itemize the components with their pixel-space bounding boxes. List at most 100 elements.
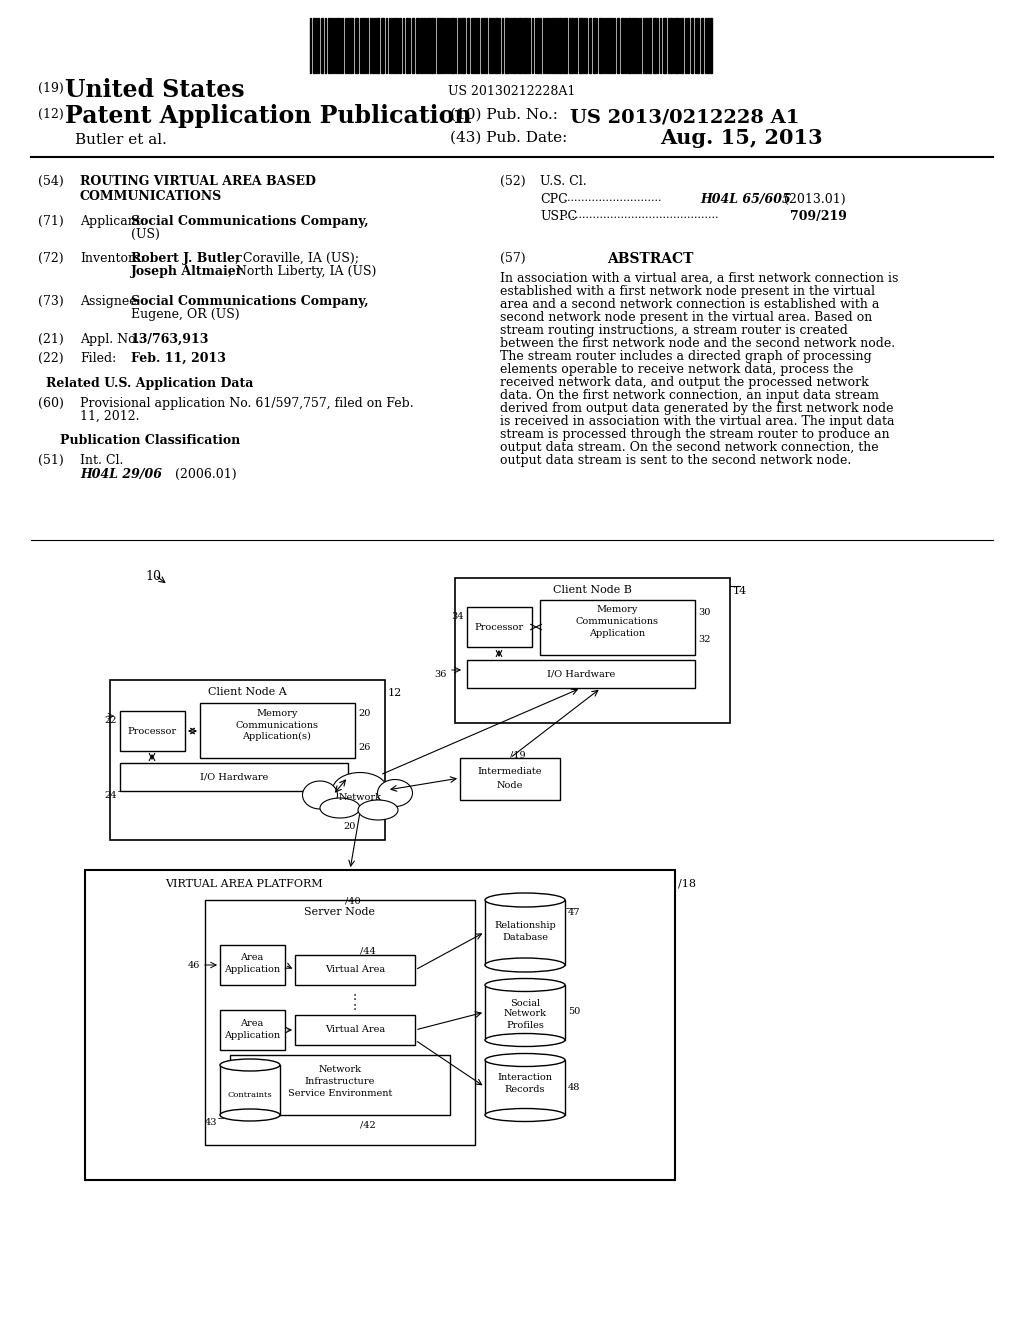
Text: output data stream. On the second network connection, the: output data stream. On the second networ… [500, 441, 879, 454]
Bar [485, 985, 565, 1040]
Bar [200, 704, 355, 758]
Text: Applicant:: Applicant: [80, 215, 148, 228]
Text: /40: /40 [345, 898, 360, 906]
Text: 30: 30 [698, 609, 711, 616]
Text: 12: 12 [388, 688, 402, 698]
Text: /42: /42 [360, 1119, 376, 1129]
Text: /18: /18 [678, 878, 696, 888]
Bar [632, 18, 634, 73]
Bar [621, 18, 623, 73]
Text: Social Communications Company,: Social Communications Company, [131, 215, 369, 228]
Text: US 20130212228A1: US 20130212228A1 [449, 84, 575, 98]
Text: U.S. Cl.: U.S. Cl. [540, 176, 587, 187]
Text: between the first network node and the second network node.: between the first network node and the s… [500, 337, 895, 350]
Text: (19): (19) [38, 82, 63, 95]
Text: 43: 43 [205, 1118, 217, 1127]
Text: Infrastructure: Infrastructure [305, 1077, 375, 1086]
Text: is received in association with the virtual area. The input data: is received in association with the virt… [500, 414, 895, 428]
Text: Client Node B: Client Node B [553, 585, 632, 595]
Text: I/O Hardware: I/O Hardware [200, 772, 268, 781]
Ellipse shape [485, 1109, 565, 1122]
Text: 11, 2012.: 11, 2012. [80, 411, 139, 422]
Text: (72): (72) [38, 252, 63, 265]
Ellipse shape [485, 958, 565, 972]
Text: :: : [353, 1001, 357, 1014]
Text: output data stream is sent to the second network node.: output data stream is sent to the second… [500, 454, 851, 467]
Text: ............................................: ........................................… [561, 210, 722, 220]
Bar [230, 1055, 450, 1115]
Text: (12): (12) [38, 108, 63, 121]
Text: 709/219: 709/219 [790, 210, 847, 223]
Text: (51): (51) [38, 454, 63, 467]
Bar [431, 18, 433, 73]
Text: Memory: Memory [256, 709, 298, 718]
Text: Publication Classification: Publication Classification [59, 434, 240, 447]
Bar [617, 18, 618, 73]
Text: 20: 20 [344, 822, 356, 832]
Bar [599, 18, 601, 73]
Text: derived from output data generated by the first network node: derived from output data generated by th… [500, 403, 894, 414]
Text: ABSTRACT: ABSTRACT [607, 252, 693, 267]
Text: Aug. 15, 2013: Aug. 15, 2013 [660, 128, 822, 148]
Text: Eugene, OR (US): Eugene, OR (US) [131, 308, 240, 321]
Text: Patent Application Publication: Patent Application Publication [65, 104, 471, 128]
Bar [528, 18, 530, 73]
Text: VIRTUAL AREA PLATFORM: VIRTUAL AREA PLATFORM [165, 879, 323, 888]
Bar [381, 18, 384, 73]
Text: Relationship: Relationship [495, 920, 556, 929]
Text: (43) Pub. Date:: (43) Pub. Date: [450, 131, 567, 145]
Bar [110, 680, 385, 840]
Text: Memory: Memory [596, 606, 638, 615]
Bar [571, 18, 573, 73]
Text: 47: 47 [568, 908, 581, 917]
Text: Feb. 11, 2013: Feb. 11, 2013 [131, 352, 226, 366]
Text: Application: Application [589, 628, 645, 638]
Ellipse shape [358, 800, 398, 820]
Bar [608, 18, 610, 73]
Bar [440, 18, 442, 73]
Bar [707, 18, 709, 73]
Text: 20: 20 [358, 709, 371, 718]
Text: CPC: CPC [540, 193, 567, 206]
Bar [495, 18, 498, 73]
Text: (54): (54) [38, 176, 63, 187]
Bar [406, 18, 408, 73]
Text: Processor: Processor [474, 623, 523, 631]
Bar [471, 18, 473, 73]
Bar [645, 18, 647, 73]
Bar [349, 18, 351, 73]
Text: Processor: Processor [127, 726, 176, 735]
Ellipse shape [485, 894, 565, 907]
Text: Interaction: Interaction [498, 1073, 553, 1082]
Ellipse shape [485, 1053, 565, 1067]
Bar [675, 18, 678, 73]
Bar [455, 578, 730, 723]
Text: 50: 50 [568, 1007, 581, 1016]
Bar [513, 18, 515, 73]
Text: 26: 26 [358, 743, 371, 752]
Text: data. On the first network connection, an input data stream: data. On the first network connection, a… [500, 389, 879, 403]
Bar [451, 18, 454, 73]
Bar [120, 763, 348, 791]
Text: received network data, and output the processed network: received network data, and output the pr… [500, 376, 868, 389]
Text: (2006.01): (2006.01) [155, 469, 237, 480]
Bar [220, 1065, 280, 1115]
Text: Butler et al.: Butler et al. [75, 133, 167, 147]
Text: United States: United States [65, 78, 245, 102]
Bar [321, 18, 323, 73]
Text: 10: 10 [145, 570, 161, 583]
Text: COMMUNICATIONS: COMMUNICATIONS [80, 190, 222, 203]
Bar [376, 18, 379, 73]
Text: Assignee:: Assignee: [80, 294, 144, 308]
Bar [477, 18, 479, 73]
Text: Server Node: Server Node [304, 907, 376, 917]
Bar [313, 18, 315, 73]
Text: Communications: Communications [575, 618, 658, 627]
Bar [460, 758, 560, 800]
Text: In association with a virtual area, a first network connection is: In association with a virtual area, a fi… [500, 272, 898, 285]
Text: 14: 14 [733, 586, 748, 597]
Text: Node: Node [497, 780, 523, 789]
Ellipse shape [220, 1059, 280, 1071]
Bar [295, 954, 415, 985]
Text: I/O Hardware: I/O Hardware [547, 669, 615, 678]
